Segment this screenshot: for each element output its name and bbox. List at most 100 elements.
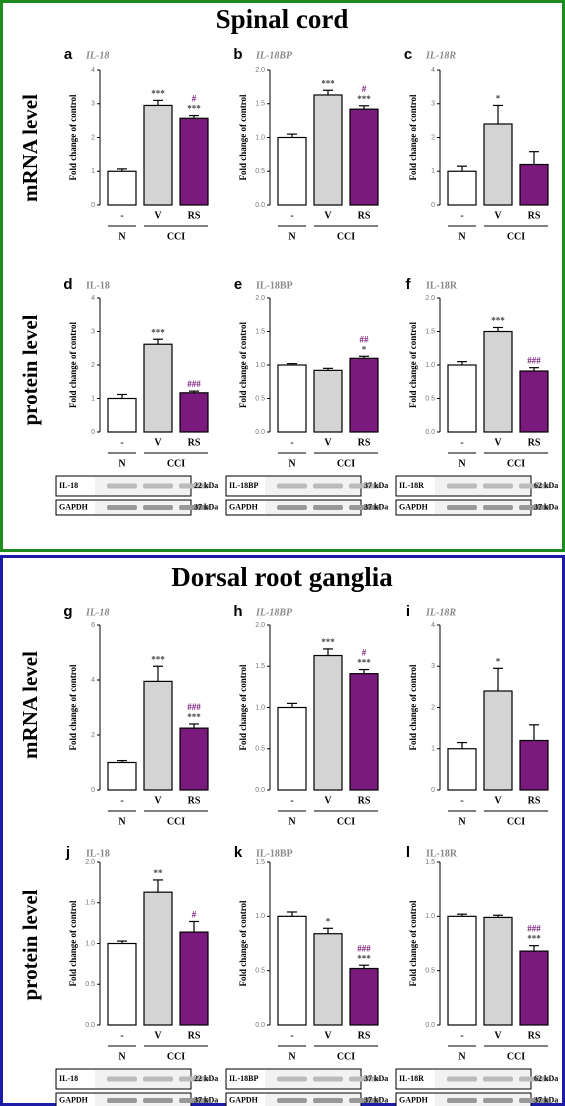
x-tick-label: RS — [358, 437, 371, 448]
bar — [107, 942, 137, 1026]
x-tick-label: V — [324, 795, 332, 806]
blot-label-bg — [57, 477, 95, 495]
x-tick-label: - — [290, 795, 293, 806]
panel-letter: g — [63, 603, 72, 620]
y-tick-label: 0.5 — [425, 395, 435, 402]
blot-kda: 37 kDa — [194, 1095, 218, 1104]
bar — [277, 364, 307, 433]
bar — [179, 727, 209, 791]
bar — [519, 739, 549, 791]
y-tick-label: 1.0 — [425, 913, 435, 920]
significance-star: ** — [154, 868, 164, 878]
y-tick-label: 4 — [91, 67, 95, 74]
blot-kda: 22 kDa — [194, 481, 218, 490]
bar — [313, 654, 343, 791]
panel-letter: b — [233, 46, 242, 63]
group-label: N — [458, 1051, 466, 1062]
bar — [107, 170, 137, 206]
significance-hash: ## — [360, 334, 370, 344]
blot-band — [447, 505, 477, 510]
significance-star: *** — [357, 658, 371, 668]
x-tick-label: V — [154, 1030, 162, 1041]
y-tick-label: 0 — [91, 202, 95, 209]
x-tick-label: RS — [188, 437, 201, 448]
y-tick-label: 0 — [431, 787, 435, 794]
group-label: N — [458, 816, 466, 827]
blot-band — [447, 483, 477, 489]
significance-hash: # — [362, 84, 367, 94]
blot-band — [107, 1076, 137, 1082]
group-label: N — [118, 231, 126, 242]
y-tick-label: 1.0 — [255, 913, 265, 920]
group-label: N — [118, 1051, 126, 1062]
x-tick-label: - — [120, 795, 123, 806]
y-tick-label: 0.0 — [255, 787, 265, 794]
blot-kda: 37 kDa — [534, 502, 558, 511]
group-label: CCI — [167, 816, 185, 827]
blot-label-bg — [57, 1070, 95, 1088]
blot-band — [143, 1076, 173, 1082]
y-tick-label: 1 — [431, 746, 435, 753]
y-tick-label: 0 — [91, 429, 95, 436]
x-tick-label: - — [120, 437, 123, 448]
y-tick-label: 0.0 — [255, 429, 265, 436]
y-tick-label: 0.5 — [255, 968, 265, 975]
y-tick-label: 0.0 — [255, 202, 265, 209]
blot-band — [313, 1076, 343, 1082]
x-tick-label: V — [324, 1030, 332, 1041]
significance-star: *** — [151, 88, 165, 98]
panel-letter: f — [406, 276, 412, 293]
bar — [447, 170, 477, 206]
panel-title: IL-18BP — [255, 607, 293, 618]
blot-band — [483, 1076, 513, 1082]
bar — [107, 761, 137, 791]
y-tick-label: 1.5 — [425, 328, 435, 335]
y-tick-label: 0.5 — [255, 168, 265, 175]
row-label: mRNA level — [18, 94, 42, 202]
blot-band — [179, 1098, 209, 1103]
blot-kda: 62 kDa — [534, 481, 558, 490]
blot-kda: 37 kDa — [364, 502, 388, 511]
x-tick-label: - — [460, 795, 463, 806]
y-tick-label: 2.0 — [255, 622, 265, 629]
y-tick-label: 1.5 — [255, 328, 265, 335]
group-label: CCI — [507, 816, 525, 827]
y-axis-label: Fold change of control — [408, 94, 418, 181]
y-tick-label: 0.0 — [425, 429, 435, 436]
x-tick-label: - — [120, 1030, 123, 1041]
x-tick-label: RS — [358, 210, 371, 221]
blot-label: IL-18BP — [229, 481, 258, 490]
y-tick-label: 1.0 — [255, 134, 265, 141]
bar — [447, 364, 477, 433]
group-label: CCI — [337, 1051, 355, 1062]
group-label: N — [288, 458, 296, 469]
panel-letter: e — [234, 276, 242, 293]
blot-band — [447, 1098, 477, 1103]
blot-band — [277, 505, 307, 510]
significance-hash: ### — [357, 943, 371, 953]
x-tick-label: V — [154, 210, 162, 221]
blot-band — [143, 505, 173, 510]
panel-title: IL-18BP — [256, 848, 293, 859]
blot-band — [107, 505, 137, 510]
y-axis-label: Fold change of control — [68, 321, 78, 408]
blot-label: GAPDH — [229, 502, 259, 511]
x-tick-label: V — [154, 437, 162, 448]
y-tick-label: 0.5 — [255, 746, 265, 753]
y-tick-label: 2 — [91, 134, 95, 141]
x-tick-label: RS — [528, 795, 541, 806]
panel-letter: j — [65, 844, 70, 861]
group-label: N — [118, 458, 126, 469]
y-tick-label: 2 — [431, 134, 435, 141]
y-tick-label: 6 — [91, 622, 95, 629]
group-label: CCI — [337, 816, 355, 827]
bar — [349, 357, 379, 433]
bar — [277, 136, 307, 206]
panel-letter: k — [234, 844, 243, 861]
blot-label: GAPDH — [399, 502, 429, 511]
y-axis-label: Fold change of control — [238, 94, 248, 181]
blot-label: IL-18R — [399, 1074, 424, 1083]
x-tick-label: RS — [188, 795, 201, 806]
panel-letter: l — [406, 844, 410, 861]
